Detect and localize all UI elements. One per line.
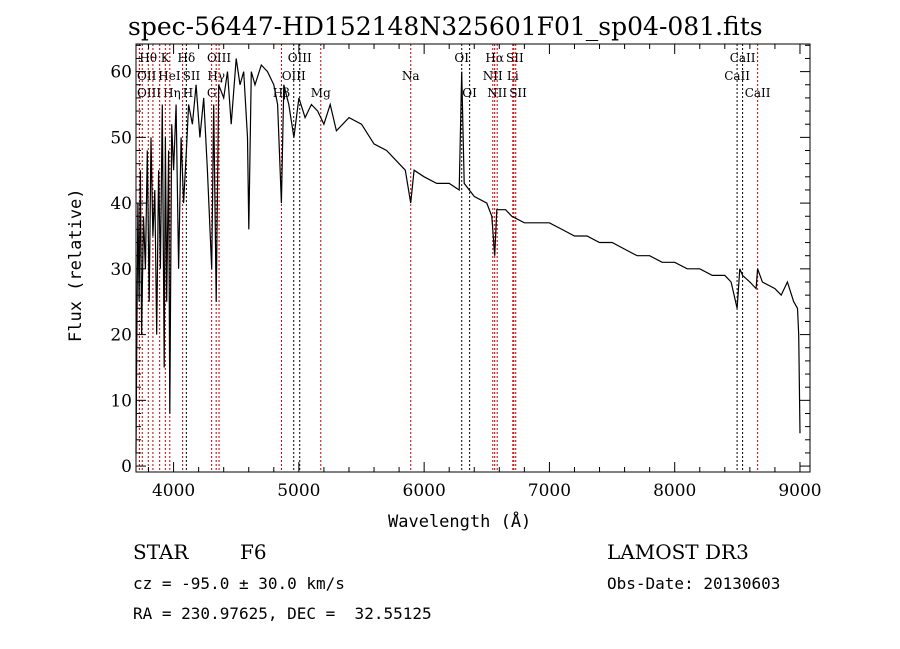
- spectral-line-label: SII: [509, 86, 527, 100]
- y-tick-label: 30: [110, 260, 132, 280]
- x-tick-label: 7000: [528, 481, 571, 501]
- spectral-line-label: SII: [183, 69, 201, 83]
- x-tick-label: 6000: [403, 481, 446, 501]
- spectral-line-label: OI: [462, 86, 477, 100]
- y-tick-label: 20: [110, 326, 132, 346]
- obs-date: Obs-Date: 20130603: [607, 574, 781, 593]
- survey-label: LAMOST DR3: [607, 540, 749, 564]
- y-tick-label: 50: [110, 128, 132, 148]
- spectral-line-label: Hβ: [273, 86, 290, 100]
- spectral-line-label: SII: [506, 51, 524, 65]
- spectral-line-label: G: [207, 86, 217, 100]
- x-tick-label: 5000: [277, 481, 320, 501]
- y-tick-label: 40: [110, 194, 132, 214]
- spectral-line-label: CaII: [730, 51, 756, 65]
- spectral-line-label: OI: [454, 51, 469, 65]
- spectral-line-label: Hα: [485, 51, 504, 65]
- spectral-line-label: OIII: [137, 86, 161, 100]
- spectral-line-label: Hη: [163, 86, 181, 100]
- spectral-line-label: OIII: [282, 69, 306, 83]
- spectral-line-label: K: [161, 51, 171, 65]
- y-tick-label: 0: [121, 457, 132, 477]
- x-tick-label: 8000: [653, 481, 696, 501]
- spectral-line-label: Mg: [311, 86, 331, 100]
- chart-title: spec-56447-HD152148N325601F01_sp04-081.f…: [128, 12, 763, 41]
- object-subclass: F6: [240, 540, 267, 564]
- spectral-line-label: NII: [483, 69, 503, 83]
- spectral-line-label: OIII: [207, 51, 231, 65]
- spectrum-line: [135, 58, 801, 453]
- spectral-line-label: Na: [402, 69, 420, 83]
- redshift-text: cz = -95.0 ± 30.0 km/s: [133, 574, 345, 593]
- spectral-line-label: OIII: [288, 51, 312, 65]
- coordinates-text: RA = 230.97625, DEC = 32.55125: [133, 604, 432, 623]
- x-tick-label: 4000: [152, 481, 195, 501]
- y-axis-label: Flux (relative): [66, 188, 86, 342]
- y-tick-label: 60: [110, 63, 132, 83]
- y-tick-label: 10: [110, 391, 132, 411]
- spectral-line-label: Hθ: [139, 51, 157, 65]
- spectral-line-label: Hγ: [207, 69, 225, 83]
- spectral-line-label: Hδ: [178, 51, 196, 65]
- plot-frame: [135, 43, 811, 473]
- spectral-line-label: H: [183, 86, 193, 100]
- x-tick-label: 9000: [778, 481, 821, 501]
- object-class: STAR: [133, 540, 189, 564]
- x-axis-label: Wavelength (Å): [388, 512, 532, 532]
- spectral-line-label: CaII: [724, 69, 750, 83]
- spectral-line-label: Li: [507, 69, 519, 83]
- spectral-line-label: CaII: [745, 86, 771, 100]
- spectral-line-label: OII: [137, 69, 157, 83]
- spectral-line-label: NII: [487, 86, 507, 100]
